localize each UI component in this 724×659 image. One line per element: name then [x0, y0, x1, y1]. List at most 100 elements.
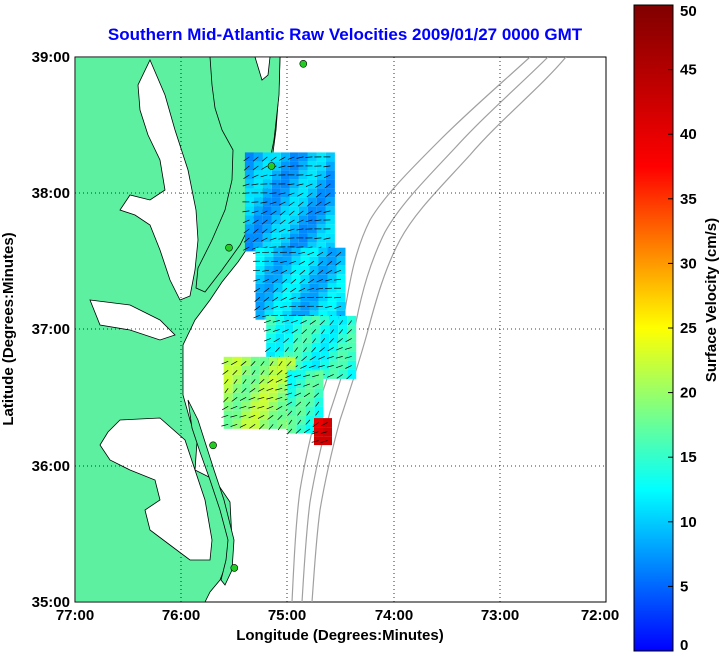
velocity-arrow [305, 183, 313, 187]
velocity-arrow [296, 228, 304, 231]
velocity-arrow [297, 201, 304, 207]
velocity-arrow [305, 156, 313, 158]
velocity-arrow [281, 320, 289, 323]
velocity-arrow [271, 314, 279, 317]
velocity-arrow [269, 237, 277, 241]
velocity-arrow [321, 422, 328, 427]
velocity-arrow [307, 296, 315, 299]
velocity-arrow [279, 156, 286, 161]
velocity-arrow [326, 356, 334, 359]
velocity-arrow [249, 424, 256, 429]
velocity-arrow [334, 269, 342, 274]
velocity-arrow [318, 356, 325, 360]
velocity-arrow [250, 379, 256, 385]
velocity-arrow [269, 192, 277, 194]
velocity-arrow [221, 360, 229, 365]
velocity-arrow [221, 414, 229, 418]
velocity-arrow [266, 405, 274, 410]
velocity-arrow [335, 251, 342, 257]
velocity-arrow [303, 383, 311, 387]
pamlico-sound [99, 417, 213, 561]
velocity-cell [250, 410, 260, 420]
velocity-arrow [243, 228, 250, 234]
velocity-arrow [243, 237, 250, 243]
velocity-arrow [239, 423, 247, 428]
colorbar-tick-label: 10 [680, 514, 697, 531]
velocity-arrow [251, 174, 259, 179]
velocity-arrow [297, 210, 304, 216]
chart-title: Southern Mid-Atlantic Raw Velocities 200… [108, 25, 583, 44]
velocity-arrow [272, 320, 280, 323]
radar-stations [209, 59, 308, 572]
velocity-arrow [261, 156, 268, 162]
colorbar-tick-label: 45 [680, 62, 697, 79]
velocity-arrow [264, 338, 271, 342]
colorbar-ticks: 0 5 10 15 20 25 30 35 40 45 50 [668, 3, 697, 654]
x-tick-label: 76:00 [162, 607, 200, 624]
velocity-arrow [295, 428, 302, 434]
velocity-arrow [287, 156, 295, 160]
velocity-arrow [314, 174, 322, 178]
velocity-arrow [275, 378, 283, 383]
velocity-arrow [262, 251, 270, 254]
velocity-arrow [315, 192, 322, 198]
velocity-arrow [243, 246, 250, 251]
y-tick-label: 37:00 [32, 321, 70, 338]
velocity-arrow [345, 365, 352, 369]
velocity-arrow [319, 347, 325, 353]
velocity-arrow [263, 296, 270, 302]
velocity-arrow [240, 388, 247, 394]
velocity-arrow [286, 410, 293, 417]
y-tick-label: 36:00 [32, 458, 70, 475]
velocity-arrow [280, 260, 288, 263]
velocity-arrow [230, 414, 238, 418]
velocity-arrow [313, 392, 320, 398]
velocity-arrow [257, 405, 265, 409]
velocity-arrow [285, 392, 293, 396]
velocity-arrow [252, 156, 259, 162]
velocity-arrow [309, 356, 316, 361]
velocity-cell [250, 374, 260, 384]
colorbar-tick-label: 25 [680, 320, 697, 337]
radar-station-marker [267, 162, 276, 170]
velocity-arrow [268, 370, 274, 376]
velocity-arrow [306, 210, 313, 215]
velocity-arrow [282, 329, 289, 333]
velocity-arrow [324, 192, 331, 198]
velocity-arrow [270, 210, 277, 216]
velocity-arrow [327, 374, 334, 378]
velocity-arrow [262, 314, 270, 318]
velocity-cell [250, 419, 260, 429]
velocity-arrow [310, 329, 316, 335]
contour-deep [311, 57, 567, 602]
velocity-arrow [310, 347, 316, 353]
colorbar-tick-label: 50 [680, 3, 697, 20]
velocity-arrow [253, 314, 261, 319]
velocity-arrow [279, 201, 286, 206]
colorbar-label: Surface Velocity (cm/s) [703, 218, 720, 382]
velocity-arrow [296, 156, 304, 159]
velocity-arrow [288, 210, 295, 216]
chesapeake-bay [119, 59, 199, 301]
velocity-arrow [307, 251, 315, 256]
x-axis: 77:00 76:00 75:00 74:00 73:00 72:00 [56, 607, 619, 624]
delmarva-peninsula [195, 57, 281, 293]
velocity-arrow [308, 365, 316, 369]
velocity-arrow [242, 219, 250, 224]
velocity-arrow [267, 379, 274, 384]
velocity-arrow [289, 305, 297, 308]
velocity-arrow [232, 370, 238, 376]
velocity-arrow [273, 338, 280, 343]
velocity-arrow [253, 287, 261, 293]
velocity-arrow [324, 201, 331, 206]
velocity-arrow [262, 269, 270, 272]
velocity-arrow [248, 405, 256, 409]
velocity-arrow [296, 219, 304, 224]
velocity-arrow [335, 260, 342, 266]
velocity-arrow [300, 365, 307, 369]
velocity-arrow [269, 246, 277, 248]
velocity-arrow [278, 165, 286, 168]
velocity-arrow [306, 201, 313, 207]
velocity-arrow [297, 192, 304, 197]
